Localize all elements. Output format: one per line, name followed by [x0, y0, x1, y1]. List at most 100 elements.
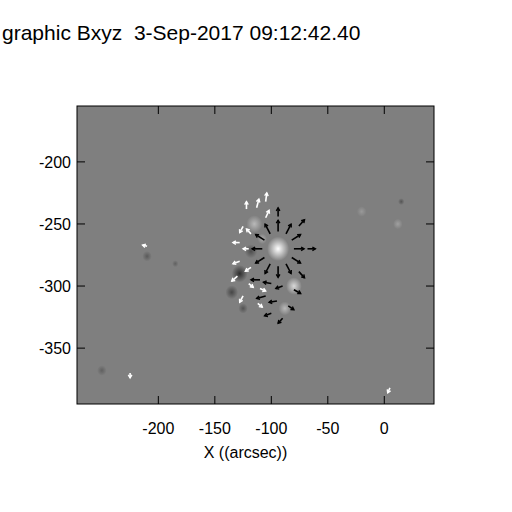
- arrow-head: [233, 261, 236, 264]
- arrow-shaft: [232, 276, 238, 281]
- arrow-head: [301, 220, 304, 223]
- vector-arrow: [307, 247, 315, 251]
- arrow-shaft: [299, 220, 305, 226]
- chart: -200-150-100-500-200-250-300-350X ((arcs…: [0, 0, 512, 512]
- y-tick-label: -300: [39, 278, 71, 295]
- y-tick-right: [426, 348, 434, 349]
- vector-arrow: [143, 244, 148, 247]
- arrow-shaft: [249, 284, 254, 288]
- arrow-head: [276, 208, 280, 211]
- vector-arrow: [240, 226, 244, 232]
- y-tick: [77, 223, 85, 224]
- magnetic-feature: [357, 206, 366, 216]
- arrow-head: [257, 296, 260, 299]
- arrow-shaft: [265, 313, 272, 315]
- arrow-head: [297, 235, 300, 238]
- magnetic-feature: [238, 303, 247, 313]
- vector-arrow: [294, 290, 301, 294]
- vector-arrow: [266, 210, 270, 217]
- arrow-head: [232, 278, 235, 281]
- vector-arrow: [252, 247, 262, 251]
- x-tick-label: -50: [316, 420, 339, 437]
- arrow-head: [269, 300, 272, 304]
- arrow-head: [128, 375, 132, 378]
- arrow-head: [252, 247, 255, 251]
- vector-arrow: [265, 224, 270, 234]
- magnetic-feature: [172, 260, 178, 267]
- vector-arrow: [265, 264, 270, 274]
- vector-arrow: [294, 247, 304, 251]
- arrow-shaft: [233, 261, 240, 263]
- x-tick: [214, 396, 215, 404]
- arrow-shaft: [286, 224, 291, 234]
- plot-background: [77, 106, 434, 404]
- vector-arrow: [258, 303, 263, 307]
- vector-arrow: [256, 257, 265, 263]
- vector-arrow: [256, 235, 265, 241]
- vector-arrow: [387, 388, 390, 393]
- arrow-head: [288, 270, 291, 273]
- arrow-shaft: [256, 257, 265, 263]
- magnetic-feature: [393, 219, 402, 229]
- arrow-head: [297, 260, 300, 263]
- x-tick: [384, 396, 385, 404]
- vector-arrow: [245, 267, 251, 271]
- arrow-head: [245, 202, 249, 205]
- vector-arrow: [256, 199, 259, 208]
- arrow-head: [288, 224, 291, 227]
- marks: [97, 193, 404, 393]
- magnetic-feature: [286, 277, 302, 294]
- vector-arrow: [276, 266, 280, 277]
- x-tick: [271, 396, 272, 404]
- magnetic-feature: [246, 215, 262, 232]
- x-tick-top: [158, 106, 159, 114]
- arrow-shaft: [286, 264, 291, 274]
- arrow-head: [387, 389, 390, 392]
- x-tick: [158, 396, 159, 404]
- vector-arrow: [128, 373, 132, 378]
- arrow-head: [256, 235, 259, 238]
- title: graphic Bxyz 3-Sep-2017 09:12:42.40: [2, 21, 360, 44]
- y-tick-right: [426, 161, 434, 162]
- arrow-shaft: [292, 257, 301, 263]
- x-tick: [327, 396, 328, 404]
- arrow-head: [246, 229, 249, 232]
- arrow-head: [266, 210, 269, 213]
- vector-arrow: [233, 241, 240, 245]
- vector-arrow: [288, 306, 294, 310]
- magnetic-feature: [142, 251, 151, 261]
- arrow-head: [243, 247, 246, 251]
- arrow-shaft: [240, 296, 243, 302]
- vector-arrow: [249, 284, 254, 288]
- y-tick-right: [426, 223, 434, 224]
- y-tick: [77, 286, 85, 287]
- y-tick-label: -250: [39, 216, 71, 233]
- arrow-shaft: [257, 199, 259, 208]
- arrow-shaft: [299, 272, 305, 278]
- x-axis-label: X ((arcsec)): [204, 444, 288, 461]
- vector-arrow: [278, 318, 283, 323]
- arrow-head: [245, 268, 248, 271]
- arrow-shaft: [246, 229, 251, 234]
- vector-arrow: [265, 193, 269, 202]
- vector-arrow: [299, 220, 305, 226]
- arrow-head: [278, 320, 281, 323]
- magnetic-feature: [267, 237, 289, 261]
- plot-frame: [77, 106, 434, 404]
- y-tick-right: [426, 286, 434, 287]
- arrow-head: [240, 299, 243, 302]
- y-tick: [77, 161, 85, 162]
- arrow-head: [276, 274, 280, 277]
- magnetic-feature: [279, 301, 292, 315]
- vector-arrow: [292, 235, 301, 241]
- x-tick-label: -150: [199, 420, 231, 437]
- vector-arrow: [265, 313, 272, 316]
- arrow-head: [256, 199, 259, 202]
- arrow-head: [265, 224, 268, 227]
- arrow-head: [297, 290, 300, 293]
- arrow-head: [250, 284, 253, 287]
- arrow-head: [276, 220, 280, 223]
- arrow-head: [290, 306, 293, 309]
- vector-arrow: [232, 276, 238, 281]
- vector-arrow: [276, 220, 280, 231]
